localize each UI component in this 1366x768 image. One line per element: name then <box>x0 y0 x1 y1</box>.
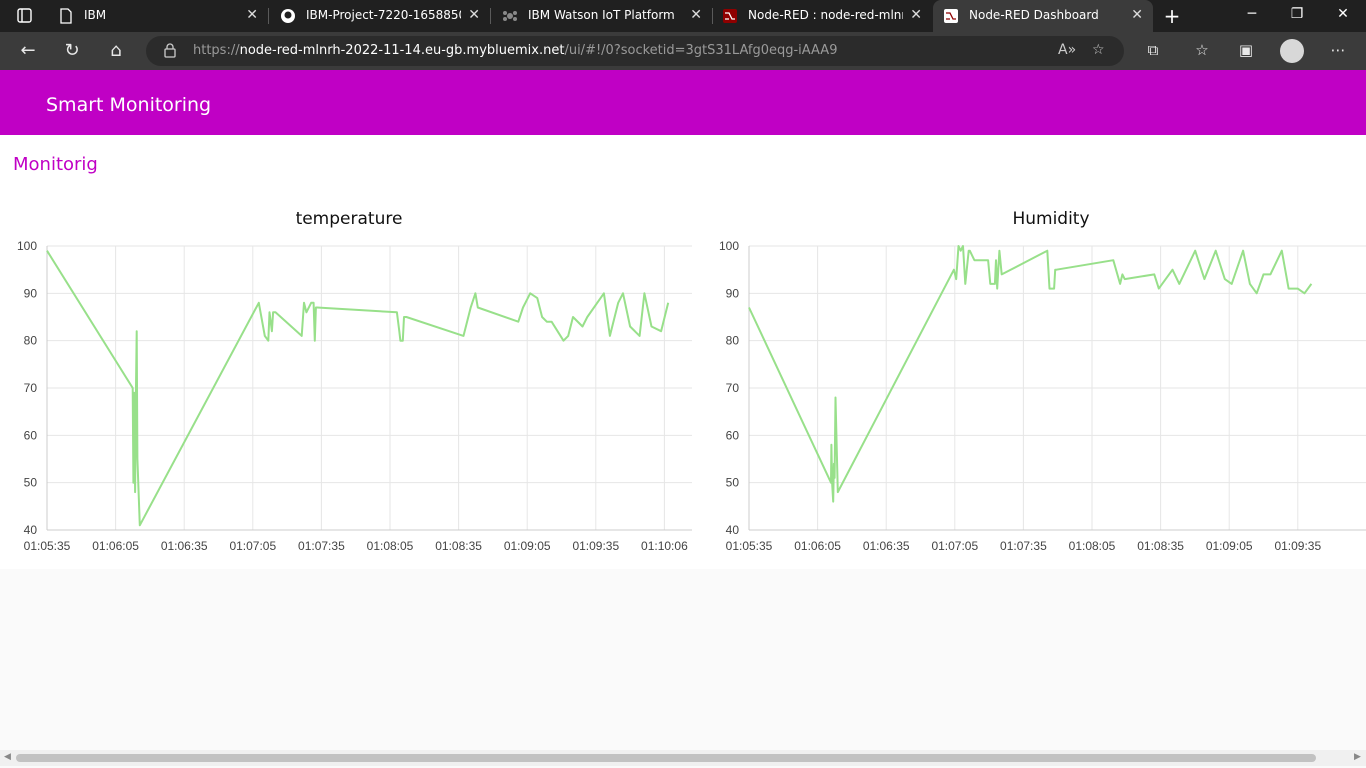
x-tick-label: 01:08:05 <box>1069 539 1116 553</box>
x-tick-label: 01:10:06 <box>641 539 688 553</box>
x-tick-label: 01:07:35 <box>1000 539 1047 553</box>
tab-separator <box>712 8 713 24</box>
github-icon <box>281 9 295 23</box>
y-tick-label: 100 <box>719 239 739 253</box>
node-red-icon <box>944 9 958 23</box>
group-title: Monitorig <box>13 154 98 175</box>
close-icon[interactable]: ✕ <box>1131 7 1143 23</box>
series-line-temperature <box>46 250 670 527</box>
iot-icon <box>503 11 517 21</box>
tab-watson[interactable]: IBM Watson IoT Platform ✕ <box>492 0 712 32</box>
x-tick-label: 01:08:05 <box>367 539 414 553</box>
url-path: /ui/#!/0?socketid=3gtS31LAfg0eqg-iAAA9 <box>564 43 838 58</box>
browser-tab-bar: IBM ✕ IBM-Project-7220-165885012 ✕ IBM W… <box>0 0 1366 32</box>
avatar[interactable] <box>1280 39 1304 63</box>
tab-label: IBM Watson IoT Platform <box>528 8 675 22</box>
scrollbar-thumb[interactable] <box>16 754 1316 762</box>
x-tick-label: 01:09:05 <box>1206 539 1253 553</box>
y-tick-label: 90 <box>726 286 740 300</box>
page-icon <box>60 8 72 24</box>
favorites-icon[interactable]: ☆ <box>1195 41 1209 59</box>
refresh-icon[interactable]: ↻ <box>64 40 80 61</box>
extensions-icon[interactable]: ⧉ <box>1147 41 1159 59</box>
scroll-left-icon[interactable]: ◀ <box>4 752 11 762</box>
y-tick-label: 40 <box>726 523 740 537</box>
series-line-humidity <box>748 245 1313 503</box>
y-tick-label: 70 <box>24 381 38 395</box>
y-tick-label: 70 <box>726 381 740 395</box>
x-tick-label: 01:06:35 <box>863 539 910 553</box>
dashboard-header: Smart Monitoring <box>0 70 1366 135</box>
close-icon[interactable]: ✕ <box>690 7 702 23</box>
x-tick-label: 01:09:35 <box>572 539 619 553</box>
scroll-right-icon[interactable]: ▶ <box>1354 752 1361 762</box>
y-tick-label: 50 <box>24 476 38 490</box>
address-bar: ← ↻ ⌂ https://node-red-mlnrh-2022-11-14.… <box>0 32 1366 70</box>
chart-title-temperature: temperature <box>295 209 403 229</box>
x-tick-label: 01:07:05 <box>229 539 276 553</box>
x-tick-label: 01:06:35 <box>161 539 208 553</box>
x-tick-label: 01:08:35 <box>1137 539 1184 553</box>
node-red-icon <box>723 9 737 23</box>
y-tick-label: 60 <box>726 428 740 442</box>
y-tick-label: 40 <box>24 523 38 537</box>
y-tick-label: 80 <box>726 334 740 348</box>
y-tick-label: 60 <box>24 428 38 442</box>
collections-icon[interactable]: ▣ <box>1238 41 1254 59</box>
charts-canvas: 100 90 80 70 60 50 40 01:05:35 01:06:05 01:06:35 0… <box>17 239 1366 553</box>
tab-label: IBM-Project-7220-165885012 <box>306 8 461 22</box>
y-tick-label: 100 <box>17 239 37 253</box>
close-icon[interactable]: ✕ <box>246 7 258 23</box>
tab-separator <box>268 8 269 24</box>
tab-ibm[interactable]: IBM ✕ <box>48 0 268 32</box>
x-tick-label: 01:07:05 <box>931 539 978 553</box>
url-text: https://node-red-mlnrh-2022-11-14.eu-gb.… <box>193 43 837 58</box>
x-tick-label: 01:08:35 <box>435 539 482 553</box>
x-tick-label: 01:07:35 <box>298 539 345 553</box>
y-tick-label: 80 <box>24 334 38 348</box>
y-tick-label: 90 <box>24 286 38 300</box>
tab-label: IBM <box>84 8 107 22</box>
more-options-icon[interactable]: ⋯ <box>1330 41 1346 59</box>
lock-icon[interactable] <box>162 42 178 58</box>
minimize-icon[interactable]: ─ <box>1247 6 1257 22</box>
close-window-icon[interactable]: ✕ <box>1337 6 1349 22</box>
read-aloud-icon[interactable]: A» <box>1058 42 1077 58</box>
x-tick-label: 01:05:35 <box>726 539 773 553</box>
tab-node-red-dashboard[interactable]: Node-RED Dashboard ✕ <box>933 0 1153 32</box>
url-host: node-red-mlnrh-2022-11-14.eu-gb.mybluemi… <box>239 43 565 58</box>
horizontal-scrollbar[interactable]: ◀ ▶ <box>0 750 1366 766</box>
x-tick-label: 01:09:05 <box>504 539 551 553</box>
tab-node-red-editor[interactable]: Node-RED : node-red-mlnrh- ✕ <box>712 0 932 32</box>
page-title: Smart Monitoring <box>46 94 212 116</box>
tab-label: Node-RED : node-red-mlnrh- <box>748 8 903 22</box>
url-prefix: https:// <box>193 43 240 58</box>
new-tab-button[interactable]: + <box>1163 4 1181 28</box>
y-tick-label: 50 <box>726 476 740 490</box>
close-icon[interactable]: ✕ <box>468 7 480 23</box>
tab-label: Node-RED Dashboard <box>969 8 1099 22</box>
x-tick-label: 01:05:35 <box>24 539 71 553</box>
back-icon[interactable]: ← <box>20 40 36 61</box>
x-tick-label: 01:06:05 <box>92 539 139 553</box>
favorite-add-icon[interactable]: ☆ <box>1092 42 1105 58</box>
dashboard-group: Monitorig temperature Humidity <box>0 135 1366 569</box>
url-field[interactable]: https://node-red-mlnrh-2022-11-14.eu-gb.… <box>146 36 1124 66</box>
x-tick-label: 01:09:35 <box>1274 539 1321 553</box>
tab-actions-icon[interactable] <box>10 6 40 26</box>
tab-github[interactable]: IBM-Project-7220-165885012 ✕ <box>270 0 490 32</box>
tab-separator <box>490 8 491 24</box>
home-icon[interactable]: ⌂ <box>110 40 122 61</box>
chart-title-humidity: Humidity <box>1012 209 1090 229</box>
restore-icon[interactable]: ❐ <box>1290 6 1304 22</box>
x-tick-label: 01:06:05 <box>794 539 841 553</box>
close-icon[interactable]: ✕ <box>910 7 922 23</box>
